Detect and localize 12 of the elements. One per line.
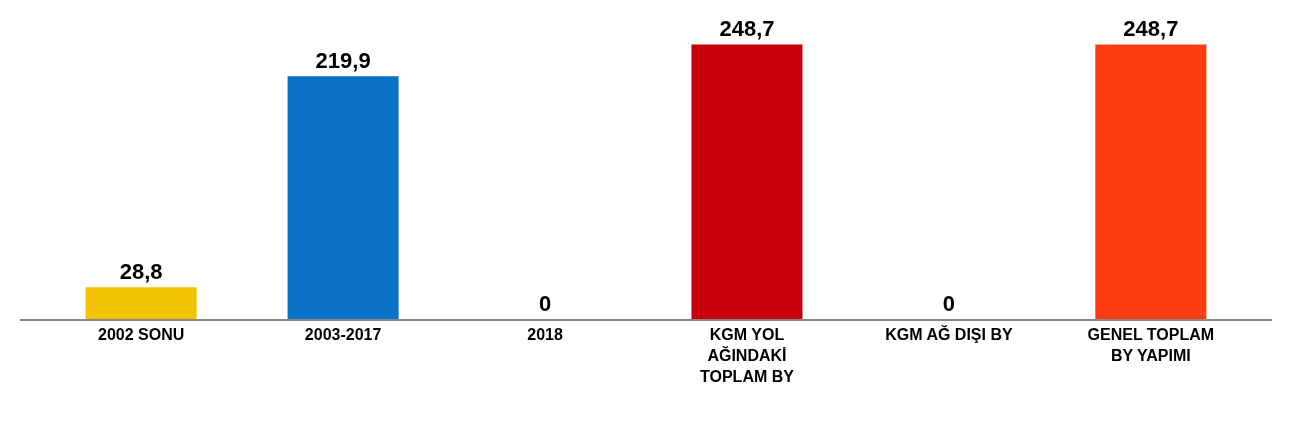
data-label: 28,8	[119, 259, 163, 285]
data-label: 219,9	[315, 48, 371, 74]
x-tick-label: KGM AĞ DIŞI BY	[885, 325, 1013, 344]
data-label: 248,7	[1123, 16, 1179, 42]
x-tick-label: KGM YOL AĞINDAKİ TOPLAM BY	[700, 326, 795, 385]
x-tick-label: 2002 SONU	[98, 326, 185, 344]
x-tick-label: 2003-2017	[304, 326, 382, 344]
x-tick-label: 2018	[527, 326, 563, 344]
data-label: 248,7	[719, 16, 775, 42]
x-tick-label: GENEL TOPLAM BY YAPIMI	[1087, 326, 1215, 364]
data-label: 0	[942, 291, 956, 316]
data-label: 0	[538, 291, 552, 316]
